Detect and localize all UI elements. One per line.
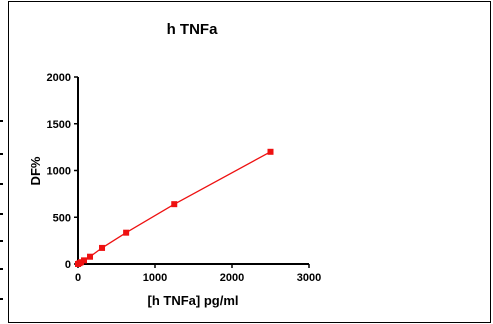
data-point (87, 253, 94, 260)
edge-tick (0, 298, 3, 300)
axes: 0 500 1000 1500 2000 0 1000 2000 3000 (47, 72, 322, 284)
plot-area (75, 148, 274, 267)
x-axis-label: [h TNFa] pg/ml (148, 293, 239, 308)
chart-title: h TNFa (167, 21, 218, 38)
data-point (99, 244, 106, 251)
figure-frame (8, 1, 491, 323)
edge-tick (0, 120, 3, 122)
edge-tick (0, 240, 3, 242)
series-line (77, 151, 271, 265)
x-tick-label: 0 (75, 272, 81, 284)
x-tick-label: 3000 (297, 272, 321, 284)
edge-tick (0, 268, 3, 270)
edge-tick (0, 183, 3, 185)
x-tick-label: 2000 (220, 272, 244, 284)
data-point (123, 229, 130, 236)
y-tick-label: 2000 (47, 72, 71, 84)
y-tick-label: 0 (65, 259, 71, 271)
y-tick-label: 1000 (47, 166, 71, 178)
y-axis-label: DF% (28, 156, 43, 185)
data-point (171, 201, 178, 208)
data-point (81, 257, 88, 264)
data-point (78, 259, 85, 266)
x-tick-label: 1000 (143, 272, 167, 284)
y-tick-label: 1500 (47, 119, 71, 131)
y-tick-label: 500 (53, 212, 71, 224)
edge-tick (0, 213, 3, 215)
edge-tick (0, 153, 3, 155)
data-point (267, 148, 274, 155)
